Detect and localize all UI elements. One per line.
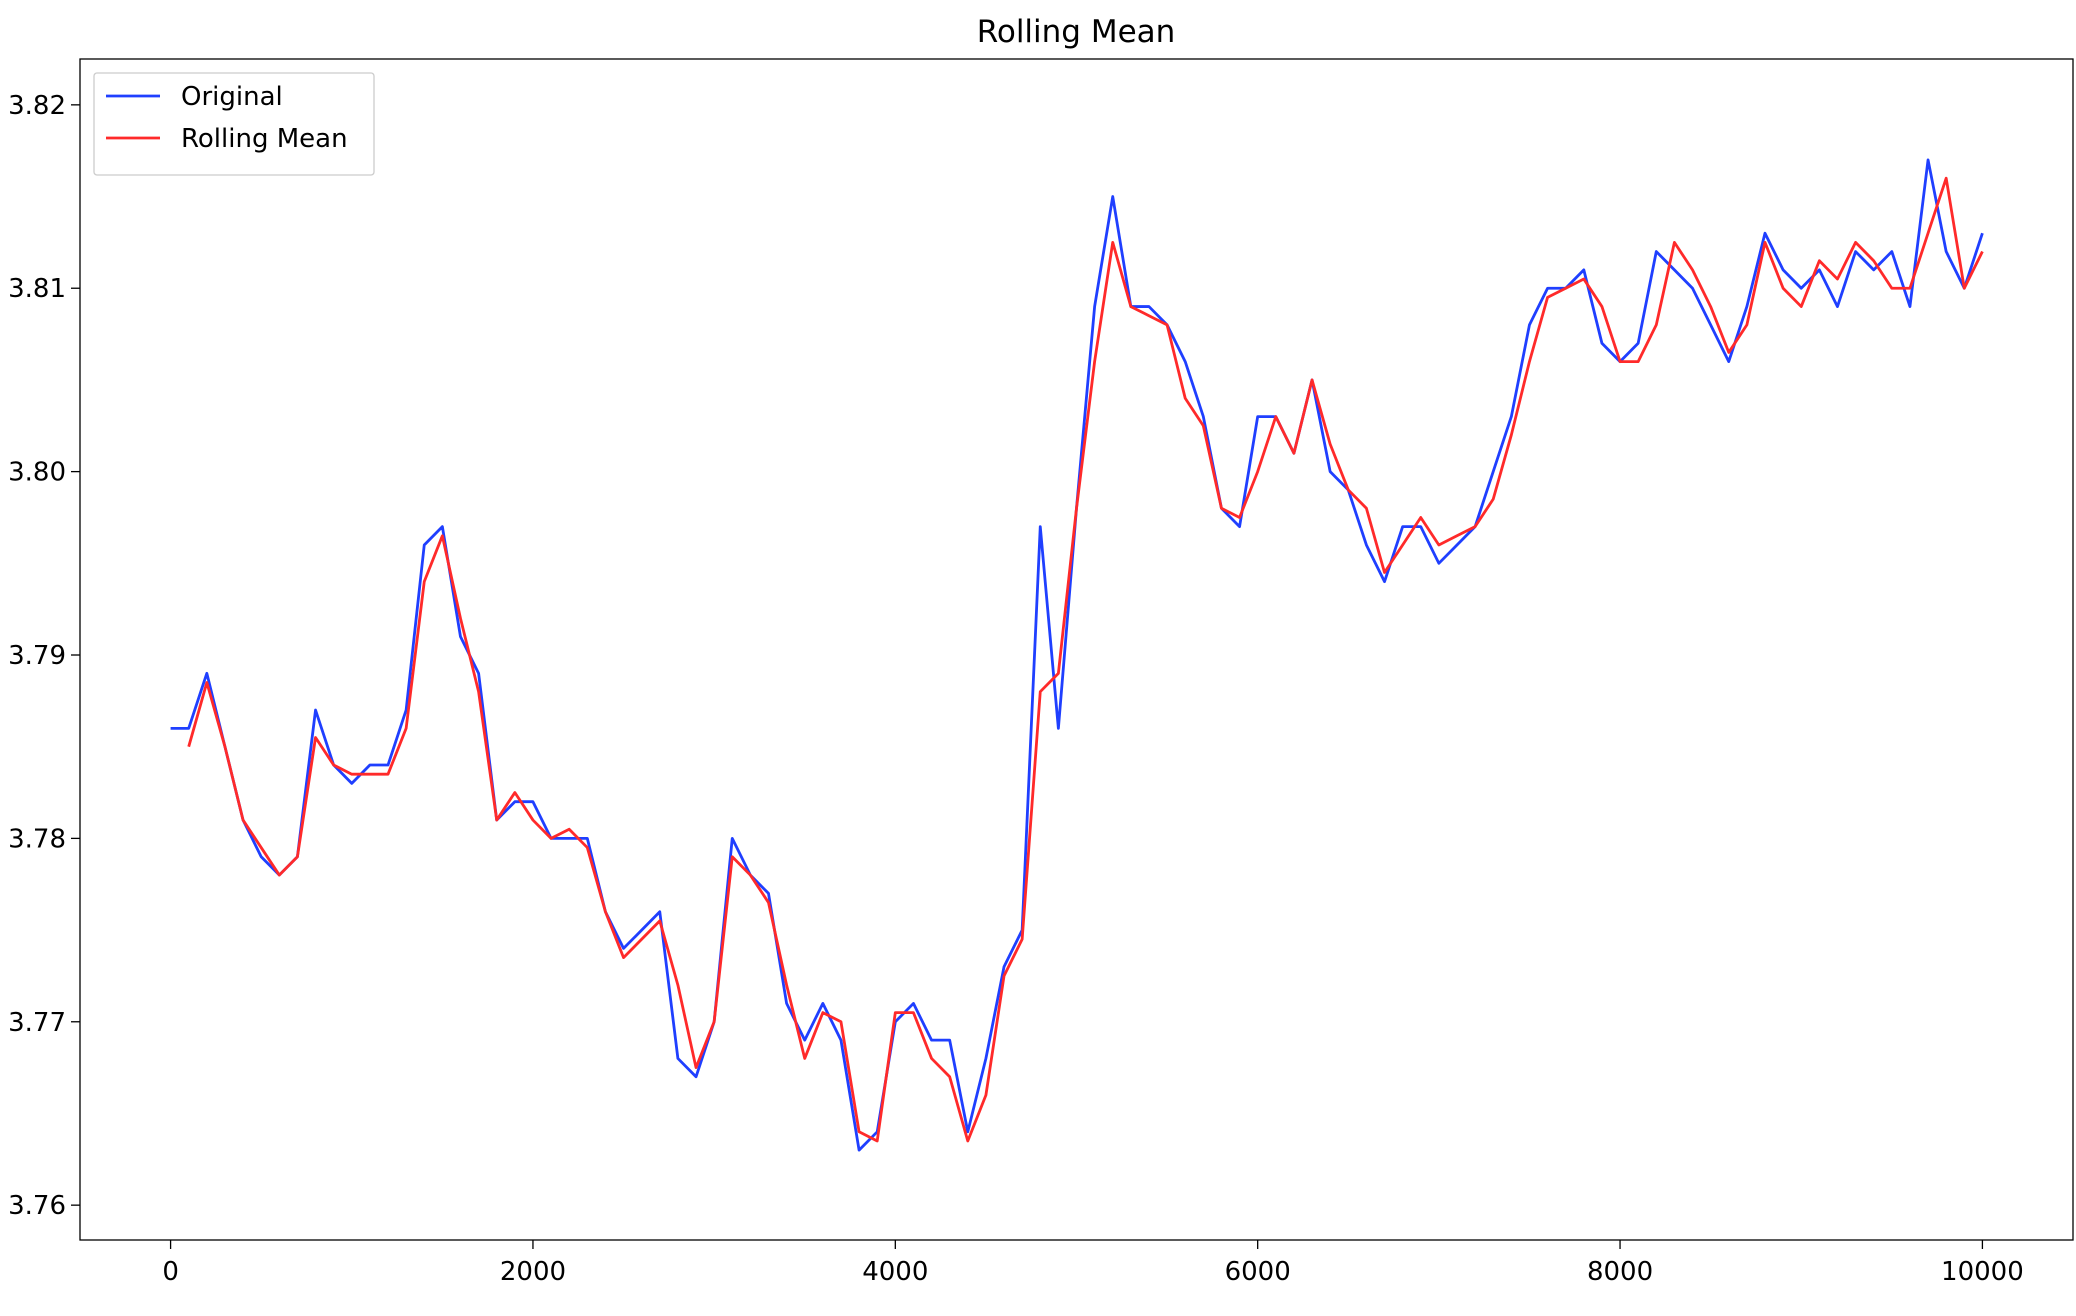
x-tick-label: 4000 <box>862 1257 928 1287</box>
y-tick-label: 3.76 <box>8 1191 66 1221</box>
y-tick-label: 3.81 <box>8 274 66 304</box>
x-tick-label: 6000 <box>1225 1257 1291 1287</box>
legend-label: Rolling Mean <box>181 124 348 154</box>
legend: Original Rolling Mean <box>93 72 375 176</box>
x-tick-label: 0 <box>162 1257 179 1287</box>
legend-label: Original <box>181 82 283 112</box>
x-tick-label: 10000 <box>1941 1257 2024 1287</box>
y-tick-label: 3.77 <box>8 1008 66 1038</box>
y-tick-label: 3.80 <box>8 458 66 488</box>
plot-frame <box>79 58 2074 1241</box>
x-tick-label: 2000 <box>500 1257 566 1287</box>
chart-title: Rolling Mean <box>977 14 1176 50</box>
x-tick-label: 8000 <box>1587 1257 1653 1287</box>
y-tick-label: 3.78 <box>8 824 66 854</box>
legend-box <box>93 72 375 176</box>
y-tick-label: 3.82 <box>8 91 66 121</box>
data-line <box>187 176 1984 1143</box>
y-tick-label: 3.79 <box>8 641 66 671</box>
